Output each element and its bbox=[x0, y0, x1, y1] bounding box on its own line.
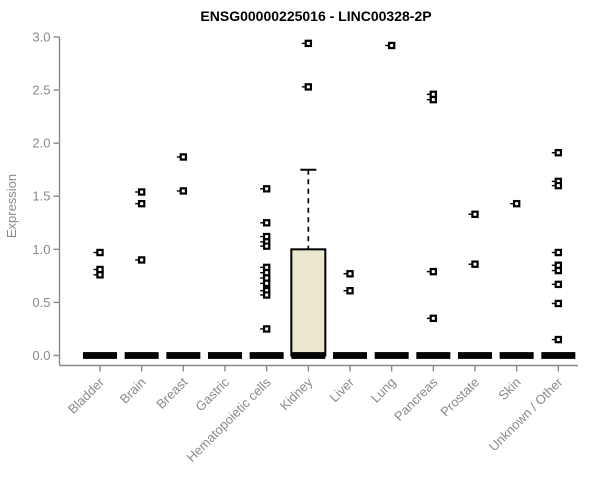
x-tick-label: Breast bbox=[153, 374, 190, 411]
data-point bbox=[554, 280, 563, 289]
x-tick-label: Pancreas bbox=[391, 374, 441, 424]
data-point bbox=[471, 260, 479, 268]
median-bar bbox=[457, 352, 492, 359]
median-bar bbox=[249, 352, 284, 359]
median-bar bbox=[499, 352, 534, 359]
y-tick-label: 0.0 bbox=[32, 348, 50, 363]
data-point bbox=[554, 335, 563, 344]
y-tick-label: 2.5 bbox=[32, 83, 50, 98]
y-tick-label: 3.0 bbox=[32, 29, 50, 44]
data-point bbox=[512, 199, 521, 208]
data-point bbox=[554, 149, 563, 157]
data-point bbox=[262, 242, 271, 250]
data-point bbox=[262, 219, 271, 227]
data-point bbox=[262, 279, 271, 288]
median-bar bbox=[83, 352, 117, 359]
x-tick-label: Liver bbox=[327, 374, 358, 405]
median-bar bbox=[291, 352, 326, 359]
data-point bbox=[554, 299, 563, 308]
x-tick-label: Brain bbox=[117, 375, 149, 407]
median-bar bbox=[541, 352, 576, 359]
data-point bbox=[471, 210, 479, 218]
data-point bbox=[387, 41, 396, 50]
data-point bbox=[346, 287, 354, 295]
data-point bbox=[137, 199, 146, 208]
data-point bbox=[137, 188, 146, 196]
data-point bbox=[429, 95, 438, 104]
box bbox=[290, 248, 327, 357]
y-tick-label: 0.5 bbox=[32, 295, 50, 310]
data-point bbox=[96, 271, 104, 279]
chart-title: ENSG00000225016 - LINC00328-2P bbox=[200, 8, 431, 24]
data-point bbox=[346, 270, 354, 278]
y-tick-label: 2.0 bbox=[32, 136, 50, 151]
data-point bbox=[304, 39, 313, 48]
median-bar bbox=[332, 352, 367, 359]
data-point bbox=[554, 181, 563, 190]
data-point bbox=[262, 185, 271, 193]
y-tick-label: 1.5 bbox=[32, 189, 50, 204]
data-point bbox=[137, 256, 146, 264]
y-axis-label: Expression bbox=[4, 174, 19, 238]
data-point bbox=[262, 325, 271, 333]
x-tick-label: Prostate bbox=[437, 375, 482, 420]
x-tick-label: Bladder bbox=[65, 374, 108, 417]
median-bar bbox=[207, 352, 242, 359]
data-point bbox=[96, 248, 104, 257]
axes-layer: 0.0 0.5 1.0 1.5 2.0 2.5 3.0 Bladder Brain Breast G… bbox=[32, 29, 578, 465]
x-tick-label: Unknown / Other bbox=[486, 374, 566, 454]
x-tick-label: Lung bbox=[368, 375, 399, 406]
median-bar bbox=[416, 352, 451, 359]
data-point bbox=[554, 248, 563, 257]
data-point bbox=[179, 187, 188, 195]
y-tick-label: 1.0 bbox=[32, 242, 50, 257]
median-bar bbox=[124, 352, 159, 359]
data-point bbox=[554, 266, 563, 275]
x-tick-label: Kidney bbox=[277, 374, 316, 413]
x-tick-label: Skin bbox=[495, 375, 523, 403]
data-point bbox=[304, 83, 313, 91]
data-point bbox=[429, 267, 438, 276]
x-tick-label: Gastric bbox=[192, 374, 232, 414]
data-point bbox=[429, 314, 438, 323]
data-point bbox=[262, 291, 271, 299]
median-bar bbox=[374, 352, 409, 359]
data-layer bbox=[83, 39, 576, 359]
median-bar bbox=[166, 352, 201, 359]
data-point bbox=[179, 153, 188, 161]
